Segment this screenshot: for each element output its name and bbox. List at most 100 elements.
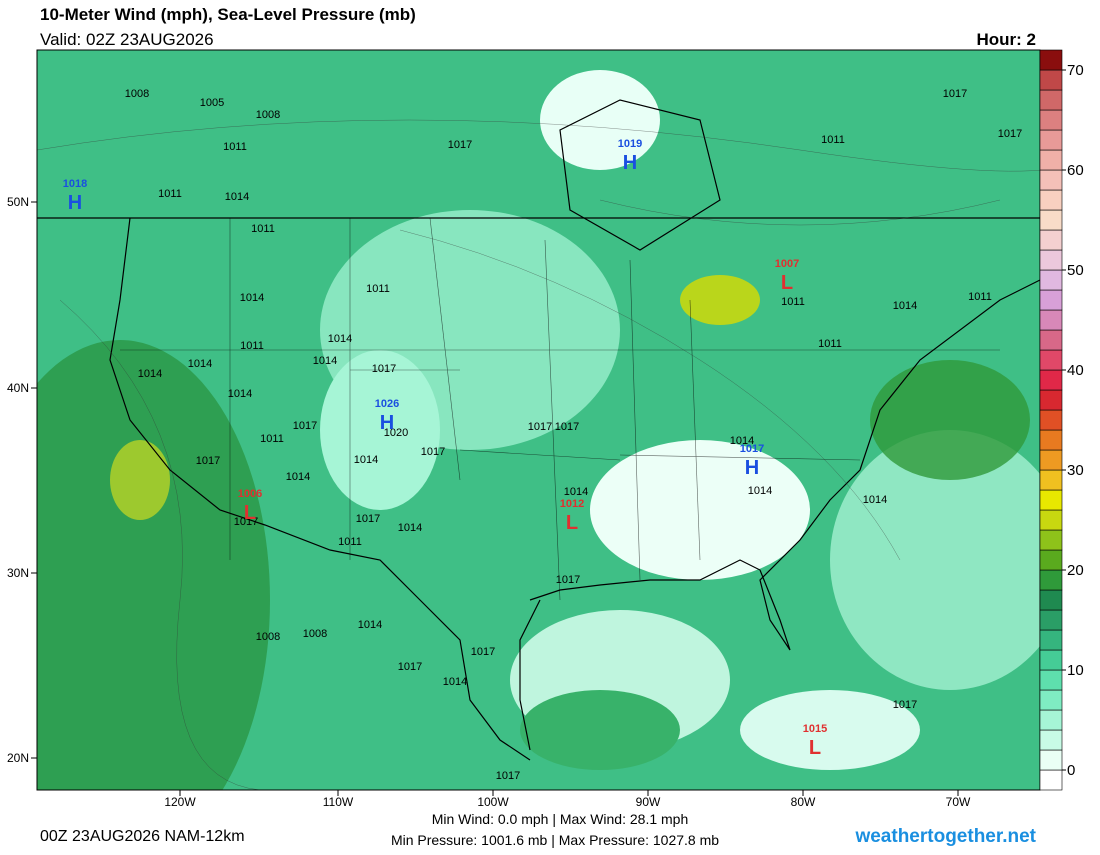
lon-label: 90W bbox=[636, 795, 661, 809]
isobar-label: 1017 bbox=[943, 88, 967, 100]
pressure-center-symbol: L bbox=[809, 737, 821, 759]
isobar-label: 1011 bbox=[781, 296, 805, 308]
colorbar-segment bbox=[1039, 109, 1063, 131]
colorbar-segment bbox=[1039, 529, 1063, 551]
forecast-hour: Hour: 2 bbox=[977, 30, 1037, 49]
pressure-center-symbol: H bbox=[623, 152, 637, 174]
colorbar-segment bbox=[1039, 269, 1063, 291]
colorbar-segment bbox=[1039, 549, 1063, 571]
colorbar-segment bbox=[1039, 709, 1063, 731]
colorbar-segment bbox=[1039, 369, 1063, 391]
colorbar-tick-label: 70 bbox=[1067, 62, 1084, 79]
isobar-label: 1014 bbox=[286, 471, 310, 483]
isobar-label: 1008 bbox=[125, 88, 149, 100]
pressure-center-value: 1026 bbox=[375, 398, 399, 410]
pressure-center-value: 1012 bbox=[560, 498, 584, 510]
isobar-label: 1017 bbox=[893, 699, 917, 711]
colorbar-segment bbox=[1039, 669, 1063, 691]
isobar-label: 1008 bbox=[303, 628, 327, 640]
pressure-center-symbol: H bbox=[68, 192, 82, 214]
colorbar-segment bbox=[1039, 329, 1063, 351]
pressure-range: Min Pressure: 1001.6 mb | Max Pressure: … bbox=[391, 832, 719, 848]
colorbar-segment bbox=[1039, 589, 1063, 611]
pressure-center-value: 1018 bbox=[63, 178, 87, 190]
colorbar-segment bbox=[1039, 349, 1063, 371]
colorbar-tick-label: 30 bbox=[1067, 462, 1084, 479]
colorbar-segment bbox=[1039, 409, 1063, 431]
pressure-center-value: 1006 bbox=[238, 488, 262, 500]
colorbar-segment bbox=[1039, 769, 1063, 791]
pressure-center-symbol: H bbox=[380, 412, 394, 434]
isobar-label: 1014 bbox=[863, 494, 887, 506]
lon-label: 70W bbox=[946, 795, 971, 809]
isobar-label: 1014 bbox=[358, 619, 382, 631]
isobar-label: 1008 bbox=[256, 109, 280, 121]
colorbar-segment bbox=[1039, 209, 1063, 231]
colorbar-segment bbox=[1039, 89, 1063, 111]
colorbar-segment bbox=[1039, 729, 1063, 751]
isobar-label: 1014 bbox=[748, 485, 772, 497]
colorbar-segment bbox=[1039, 469, 1063, 491]
lat-label: 40N bbox=[7, 381, 29, 395]
lon-label: 80W bbox=[791, 795, 816, 809]
colorbar-segment bbox=[1039, 429, 1063, 451]
isobar-label: 1014 bbox=[188, 358, 212, 370]
pressure-center-symbol: H bbox=[745, 457, 759, 479]
wind-range: Min Wind: 0.0 mph | Max Wind: 28.1 mph bbox=[432, 811, 689, 827]
isobar-label: 1020 bbox=[384, 427, 408, 439]
colorbar-tick-label: 10 bbox=[1067, 662, 1084, 679]
isobar-label: 1017 bbox=[293, 420, 317, 432]
colorbar-tick-label: 60 bbox=[1067, 162, 1084, 179]
model-run: 00Z 23AUG2026 NAM-12km bbox=[40, 828, 245, 845]
lon-label: 110W bbox=[323, 795, 354, 809]
isobar-label: 1014 bbox=[328, 333, 352, 345]
colorbar-segment bbox=[1039, 389, 1063, 411]
colorbar-segment bbox=[1039, 449, 1063, 471]
isobar-label: 1011 bbox=[223, 141, 247, 153]
colorbar-segment bbox=[1039, 569, 1063, 591]
colorbar-segment bbox=[1039, 49, 1063, 71]
lon-label: 100W bbox=[477, 795, 509, 809]
colorbar-segment bbox=[1039, 289, 1063, 311]
isobar-label: 1014 bbox=[443, 676, 467, 688]
colorbar-tick-label: 40 bbox=[1067, 362, 1084, 379]
pressure-center-value: 1015 bbox=[803, 723, 827, 735]
isobar-label: 1017 bbox=[448, 139, 472, 151]
title: 10-Meter Wind (mph), Sea-Level Pressure … bbox=[40, 5, 416, 24]
isobar-label: 1017 bbox=[471, 646, 495, 658]
isobar-label: 1014 bbox=[225, 191, 249, 203]
colorbar-segment bbox=[1039, 169, 1063, 191]
pressure-center-value: 1007 bbox=[775, 258, 799, 270]
isobar-label: 1017 bbox=[555, 421, 579, 433]
isobar-label: 1011 bbox=[968, 291, 992, 303]
pressure-center-symbol: L bbox=[781, 272, 793, 294]
isobar-label: 1017 bbox=[496, 770, 520, 782]
lat-label: 30N bbox=[7, 566, 29, 580]
lat-label: 50N bbox=[7, 195, 29, 209]
isobar-label: 1011 bbox=[251, 223, 275, 235]
colorbar-segment bbox=[1039, 749, 1063, 771]
isobar-label: 1017 bbox=[398, 661, 422, 673]
colorbar-segment bbox=[1039, 69, 1063, 91]
colorbar-tick-label: 0 bbox=[1067, 762, 1075, 779]
colorbar-segment bbox=[1039, 629, 1063, 651]
colorbar-segment bbox=[1039, 129, 1063, 151]
isobar-label: 1011 bbox=[821, 134, 845, 146]
pressure-center-value: 1019 bbox=[618, 138, 642, 150]
isobar-label: 1011 bbox=[338, 536, 362, 548]
colorbar-segment bbox=[1039, 689, 1063, 711]
isobar-label: 1005 bbox=[200, 97, 224, 109]
isobar-label: 1017 bbox=[421, 446, 445, 458]
isobar-label: 1014 bbox=[893, 300, 917, 312]
map-field bbox=[37, 50, 1040, 790]
isobar-label: 1008 bbox=[256, 631, 280, 643]
isobar-label: 1011 bbox=[240, 340, 264, 352]
lon-label: 120W bbox=[164, 795, 196, 809]
valid-time: Valid: 02Z 23AUG2026 bbox=[40, 30, 214, 49]
isobar-label: 1017 bbox=[356, 513, 380, 525]
pressure-center-symbol: L bbox=[244, 502, 256, 524]
colorbar-tick-label: 20 bbox=[1067, 562, 1084, 579]
isobar-label: 1014 bbox=[564, 486, 588, 498]
